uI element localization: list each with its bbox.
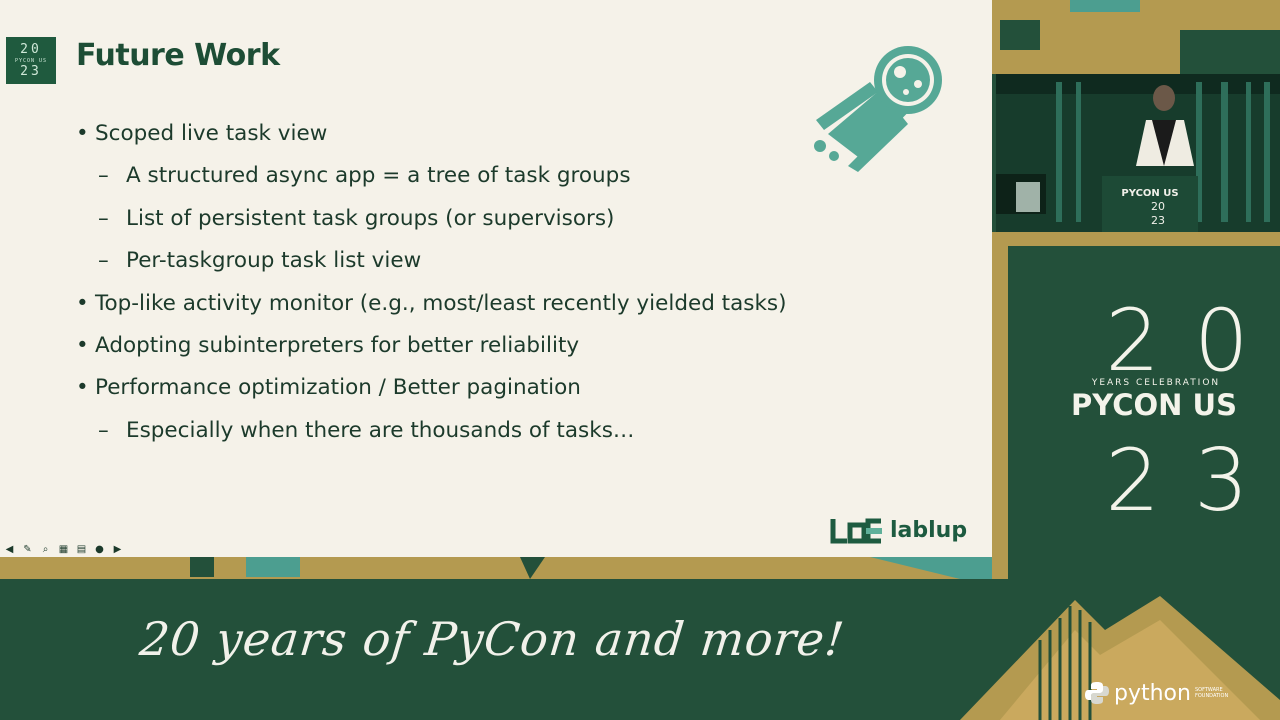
bullet-text: Adopting subinterpreters for better reli… <box>95 332 580 358</box>
bullet-text: A structured async app = a tree of task … <box>126 163 631 189</box>
pycon-slide-logo: 20 PYCON US 23 <box>6 37 56 84</box>
lablup-logo-icon <box>830 518 882 544</box>
more-icon[interactable]: ● <box>95 544 104 555</box>
sub-bullet-item: – Per-taskgroup task list view <box>72 245 952 287</box>
bullet-mark: • <box>76 290 89 316</box>
next-slide-icon[interactable]: ▶ <box>113 544 122 555</box>
event-name: PYCON US <box>1071 388 1237 422</box>
logo-event: PYCON US <box>14 57 48 64</box>
bullet-item: • Adopting subinterpreters for better rel… <box>72 330 952 372</box>
podium-year-bottom: 23 <box>1151 214 1165 227</box>
bullet-item: • Scoped live task view <box>72 118 952 160</box>
python-logo: python SOFTWARE FOUNDATION <box>1084 680 1235 706</box>
bullet-text: List of persistent task groups (or super… <box>126 205 615 231</box>
dash-mark: – <box>98 417 109 443</box>
dash-mark: – <box>98 248 109 274</box>
bullet-mark: • <box>76 375 89 401</box>
banner-tagline: 20 years of PyCon and more! <box>137 612 848 666</box>
subtitle-icon[interactable]: ▤ <box>76 544 87 555</box>
sub-bullet-item: – A structured async app = a tree of task… <box>72 160 952 202</box>
dash-mark: – <box>98 163 109 189</box>
bullet-text: Especially when there are thousands of t… <box>126 417 635 443</box>
slide-title: Future Work <box>76 38 280 73</box>
lablup-brand: lablup <box>830 514 967 546</box>
event-year-bottom: 23 <box>1105 431 1280 531</box>
podium-year-top: 20 <box>1151 200 1165 213</box>
prev-slide-icon[interactable]: ◀ <box>5 544 14 555</box>
bullet-list: • Scoped live task view – A structured asyn… <box>72 118 952 457</box>
brand-name: lablup <box>890 517 968 543</box>
sub-bullet-item: – Especially when there are thousands of … <box>72 415 952 457</box>
presentation-slide: 20 PYCON US 23 Future Work • Scoped live … <box>0 0 992 557</box>
python-wordmark: python <box>1114 680 1191 706</box>
python-snake-icon <box>1085 682 1109 704</box>
logo-year-bottom: 23 <box>20 63 42 79</box>
slides-grid-icon[interactable]: ▦ <box>58 544 69 555</box>
dash-mark: – <box>98 205 109 231</box>
bullet-text: Per-taskgroup task list view <box>126 248 422 274</box>
bullet-mark: • <box>76 121 89 146</box>
bullet-text: Scoped live task view <box>95 121 328 146</box>
bullet-item: • Top-like activity monitor (e.g., most/l… <box>72 288 952 330</box>
python-subtitle: SOFTWARE FOUNDATION <box>1194 687 1229 699</box>
pen-icon[interactable]: ✎ <box>23 544 32 555</box>
bullet-text: Performance optimization / Better pagina… <box>95 375 581 401</box>
comet-icon <box>814 46 942 172</box>
bullet-mark: • <box>76 332 89 358</box>
event-year-top: 20 <box>1105 291 1280 391</box>
logo-year-top: 20 <box>20 41 42 57</box>
speaker-camera-feed: PYCON US 20 23 <box>996 74 1280 232</box>
bullet-item: • Performance optimization / Better pagin… <box>72 372 952 414</box>
sub-bullet-item: – List of persistent task groups (or supe… <box>72 203 952 245</box>
podium-label: PYCON US <box>1121 188 1178 199</box>
bullet-text: Top-like activity monitor (e.g., most/le… <box>95 290 787 316</box>
event-branding-panel: 20 YEARS CELEBRATION PYCON US 23 <box>1008 246 1280 566</box>
slide-nav-controls: ◀ ✎ ⌕ ▦ ▤ ● ▶ <box>2 544 125 556</box>
event-subtitle: YEARS CELEBRATION <box>1091 378 1221 388</box>
zoom-icon[interactable]: ⌕ <box>42 544 49 555</box>
